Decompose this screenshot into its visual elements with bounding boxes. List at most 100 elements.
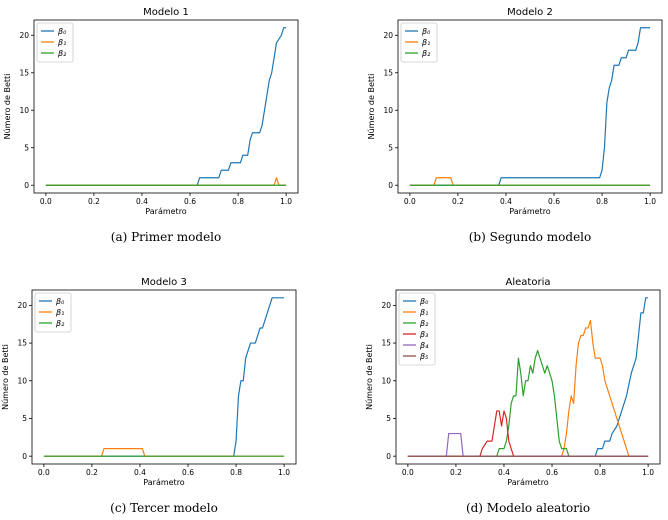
legend: β₀ β₁ β₂: [36, 22, 74, 63]
y-tick-label: 0: [24, 181, 29, 190]
y-tick-label: 5: [386, 414, 391, 423]
series-line-1: [45, 177, 287, 186]
chart-title: Modelo 1: [143, 7, 189, 18]
legend: β₀ β₁ β₂: [400, 22, 438, 63]
x-tick-label: 0.8: [596, 197, 608, 206]
plot-frame: [31, 289, 297, 465]
subfigure-caption: (d) Modelo aleatorio: [466, 501, 590, 515]
series-line-1: [409, 177, 651, 186]
y-tick-label: 15: [17, 339, 27, 348]
y-axis-label: Número de Betti: [367, 74, 376, 140]
legend-entry: β₂: [421, 49, 431, 58]
x-tick-label: 0.0: [38, 468, 50, 477]
legend-entry: β₁: [57, 38, 66, 47]
chart-title: Modelo 3: [141, 277, 187, 288]
x-tick-label: 0.8: [594, 468, 606, 477]
series-line-4: [407, 432, 649, 457]
legend-entry: β₂: [57, 49, 67, 58]
x-tick-label: 1.0: [642, 468, 654, 477]
x-tick-label: 1.0: [280, 197, 292, 206]
legend-entry: β₀: [55, 297, 65, 306]
x-tick-label: 1.0: [644, 197, 656, 206]
y-tick-label: 10: [17, 376, 27, 385]
y-tick-label: 20: [381, 301, 391, 310]
legend-entry: β₀: [419, 297, 429, 306]
chart-panel-1: 0.0 0.2 0.4 0.6 0.8 1.0 0 5 10 15 20 Modelo 1 Paráme…: [3, 7, 299, 244]
x-tick-label: 0.4: [136, 197, 148, 206]
legend: β₀ β₁ β₂: [34, 292, 72, 333]
x-tick-label: 0.4: [498, 468, 510, 477]
plot-frame: [395, 289, 661, 465]
x-axis-label: Parámetro: [143, 478, 185, 487]
y-tick-label: 0: [388, 181, 393, 190]
chart-panel-3: 0.0 0.2 0.4 0.6 0.8 1.0 0 5 10 15 20 Modelo 3 Paráme…: [1, 277, 297, 515]
y-axis-label: Número de Betti: [1, 344, 10, 410]
series-line-1: [407, 319, 649, 457]
y-tick-label: 0: [22, 452, 27, 461]
y-tick-label: 10: [383, 106, 393, 115]
y-tick-label: 20: [17, 301, 27, 310]
x-tick-label: 0.8: [232, 197, 244, 206]
chart-panel-2: 0.0 0.2 0.4 0.6 0.8 1.0 0 5 10 15 20 Modelo 2 Paráme…: [367, 7, 663, 244]
series-line-0: [407, 297, 649, 457]
y-tick-label: 5: [24, 143, 29, 152]
x-tick-label: 0.6: [182, 468, 194, 477]
y-tick-label: 5: [388, 143, 393, 152]
series-line-0: [43, 297, 285, 457]
legend-entry: β₄: [419, 341, 429, 350]
legend-entry: β₃: [419, 330, 428, 339]
subfigure-caption: (c) Tercer modelo: [110, 501, 218, 515]
x-tick-label: 0.0: [402, 468, 414, 477]
y-tick-label: 10: [19, 106, 29, 115]
y-tick-label: 20: [19, 31, 29, 40]
legend-entry: β₂: [55, 319, 65, 328]
series-line-0: [45, 27, 287, 186]
x-tick-label: 0.2: [88, 197, 100, 206]
series-line-3: [407, 410, 649, 457]
legend-entry: β₂: [419, 319, 429, 328]
x-axis-label: Parámetro: [145, 207, 187, 216]
y-tick-label: 15: [383, 68, 393, 77]
chart-title: Aleatoria: [506, 277, 551, 288]
x-tick-label: 0.4: [500, 197, 512, 206]
legend-entry: β₁: [419, 308, 428, 317]
series-line-0: [409, 27, 651, 186]
x-tick-label: 0.6: [546, 468, 558, 477]
x-tick-label: 0.6: [548, 197, 560, 206]
legend-box: [400, 22, 438, 63]
series-line-1: [43, 448, 285, 457]
subfigure-caption: (a) Primer modelo: [111, 230, 221, 244]
legend-box: [398, 292, 436, 366]
legend-entry: β₁: [421, 38, 430, 47]
x-tick-label: 0.2: [86, 468, 98, 477]
y-tick-label: 0: [386, 452, 391, 461]
y-tick-label: 10: [381, 376, 391, 385]
x-tick-label: 0.8: [230, 468, 242, 477]
series-line-2: [407, 350, 649, 457]
x-axis-label: Parámetro: [509, 207, 551, 216]
y-tick-label: 20: [383, 31, 393, 40]
legend-box: [34, 292, 72, 333]
y-tick-label: 15: [19, 68, 29, 77]
y-tick-label: 15: [381, 339, 391, 348]
legend-entry: β₀: [421, 27, 431, 36]
y-axis-label: Número de Betti: [3, 74, 12, 140]
chart-panel-4: 0.0 0.2 0.4 0.6 0.8 1.0 0 5 10 15 20 Aleatoria Parám…: [365, 277, 661, 515]
x-tick-label: 0.4: [134, 468, 146, 477]
y-axis-label: Número de Betti: [365, 344, 374, 410]
x-tick-label: 1.0: [278, 468, 290, 477]
plot-frame: [397, 19, 663, 194]
legend-box: [36, 22, 74, 63]
legend-entry: β₀: [57, 27, 67, 36]
x-tick-label: 0.0: [404, 197, 416, 206]
y-tick-label: 5: [22, 414, 27, 423]
x-tick-label: 0.2: [450, 468, 462, 477]
x-axis-label: Parámetro: [507, 478, 549, 487]
x-tick-label: 0.0: [40, 197, 52, 206]
subfigure-caption: (b) Segundo modelo: [469, 230, 592, 244]
x-tick-label: 0.2: [452, 197, 464, 206]
x-tick-label: 0.6: [184, 197, 196, 206]
legend-entry: β₁: [55, 308, 64, 317]
plot-frame: [33, 19, 299, 194]
